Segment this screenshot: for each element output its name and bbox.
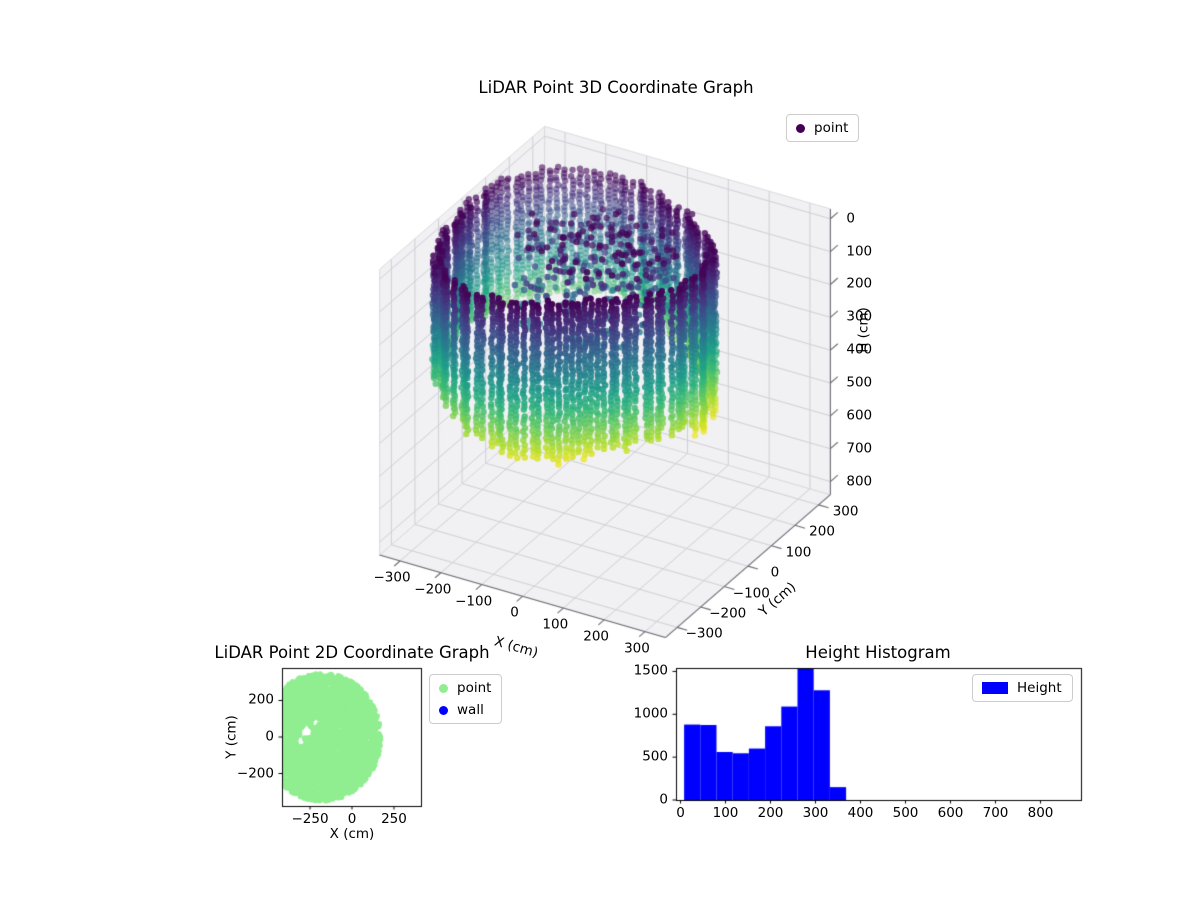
plot2d-y-tick-label: −200 (236, 764, 274, 781)
histogram-x-tick-label: 100 (712, 805, 739, 821)
legend-label: Height (1017, 680, 1062, 696)
plot2d-x-tick-label: 0 (347, 811, 357, 827)
plot3d-z-tick-label: 400 (846, 341, 873, 358)
plot3d-legend: point (786, 114, 860, 142)
plot2d-y-tick-label: 0 (265, 728, 274, 745)
plot3d-y-tick-label: −200 (709, 605, 747, 622)
plot3d-x-tick-label: 0 (510, 604, 519, 621)
plot2d-ylabel: Y (cm) (223, 715, 240, 759)
legend-item-height: Height (982, 680, 1062, 696)
histogram-x-tick-label: 200 (757, 805, 784, 821)
legend-item-point: point (439, 680, 491, 696)
plot3d-z-tick-label: 100 (846, 242, 873, 259)
histogram-x-tick-label: 400 (847, 805, 874, 821)
plot3d-x-tick-label: −200 (414, 581, 452, 597)
plot3d-z-tick-label: 600 (846, 407, 873, 424)
plot3d-y-tick-label: −100 (732, 584, 770, 601)
plot2d-xlabel: X (cm) (329, 826, 375, 842)
plot3d-x-tick-label: −100 (455, 592, 493, 609)
histogram-x-tick-label: 0 (676, 805, 685, 821)
plot3d-y-tick-label: 200 (809, 523, 835, 540)
plot3d-y-tick-label: −300 (685, 625, 723, 642)
wall-marker-icon (439, 705, 448, 715)
plot3d-z-tick-label: 300 (846, 308, 873, 325)
histogram-title: Height Histogram (805, 643, 951, 662)
legend-item-wall: wall (439, 702, 491, 718)
histogram-x-tick-label: 600 (937, 805, 964, 821)
plot3d-z-tick-label: 700 (846, 439, 873, 456)
plot3d-z-tick-label: 0 (846, 210, 855, 227)
histogram-y-tick-label: 1000 (633, 705, 668, 722)
histogram-x-tick-label: 500 (892, 805, 919, 821)
legend-label: wall (457, 702, 484, 718)
plot2d-x-tick-label: −250 (291, 811, 329, 827)
plot3d-z-tick-label: 500 (846, 374, 873, 391)
histogram-x-tick-label: 300 (802, 805, 829, 821)
histogram-y-tick-label: 1500 (633, 662, 668, 679)
point-marker-icon (439, 683, 448, 693)
plot3d-z-tick-label: 200 (846, 275, 873, 292)
plot3d-x-tick-label: −300 (373, 569, 411, 586)
plot3d-y-tick-label: 300 (832, 503, 859, 520)
histogram-y-tick-label: 500 (642, 748, 668, 765)
plot3d-y-tick-label: 0 (770, 564, 780, 581)
legend-label: point (457, 680, 492, 696)
histogram-x-tick-label: 700 (982, 805, 1009, 821)
height-patch-icon (982, 682, 1008, 694)
plot3d-title: LiDAR Point 3D Coordinate Graph (478, 78, 754, 97)
histogram-y-tick-label: 0 (659, 791, 668, 808)
plot3d-x-tick-label: 300 (624, 639, 650, 656)
plot3d-z-tick-label: 800 (846, 472, 873, 489)
plot2d-title: LiDAR Point 2D Coordinate Graph (214, 643, 490, 662)
legend-label: point (814, 120, 849, 136)
point-marker-icon (796, 123, 805, 133)
plot2d-legend: point wall (429, 674, 503, 724)
plot3d-x-tick-label: 100 (542, 616, 569, 633)
plot2d-x-tick-label: 250 (381, 811, 407, 827)
plot2d-y-tick-label: 200 (248, 691, 274, 708)
legend-item-point: point (796, 120, 848, 136)
plot3d-y-tick-label: 100 (785, 543, 812, 560)
histogram-x-tick-label: 800 (1027, 805, 1054, 821)
plot3d-x-tick-label: 200 (583, 628, 610, 645)
histogram-legend: Height (972, 674, 1073, 702)
